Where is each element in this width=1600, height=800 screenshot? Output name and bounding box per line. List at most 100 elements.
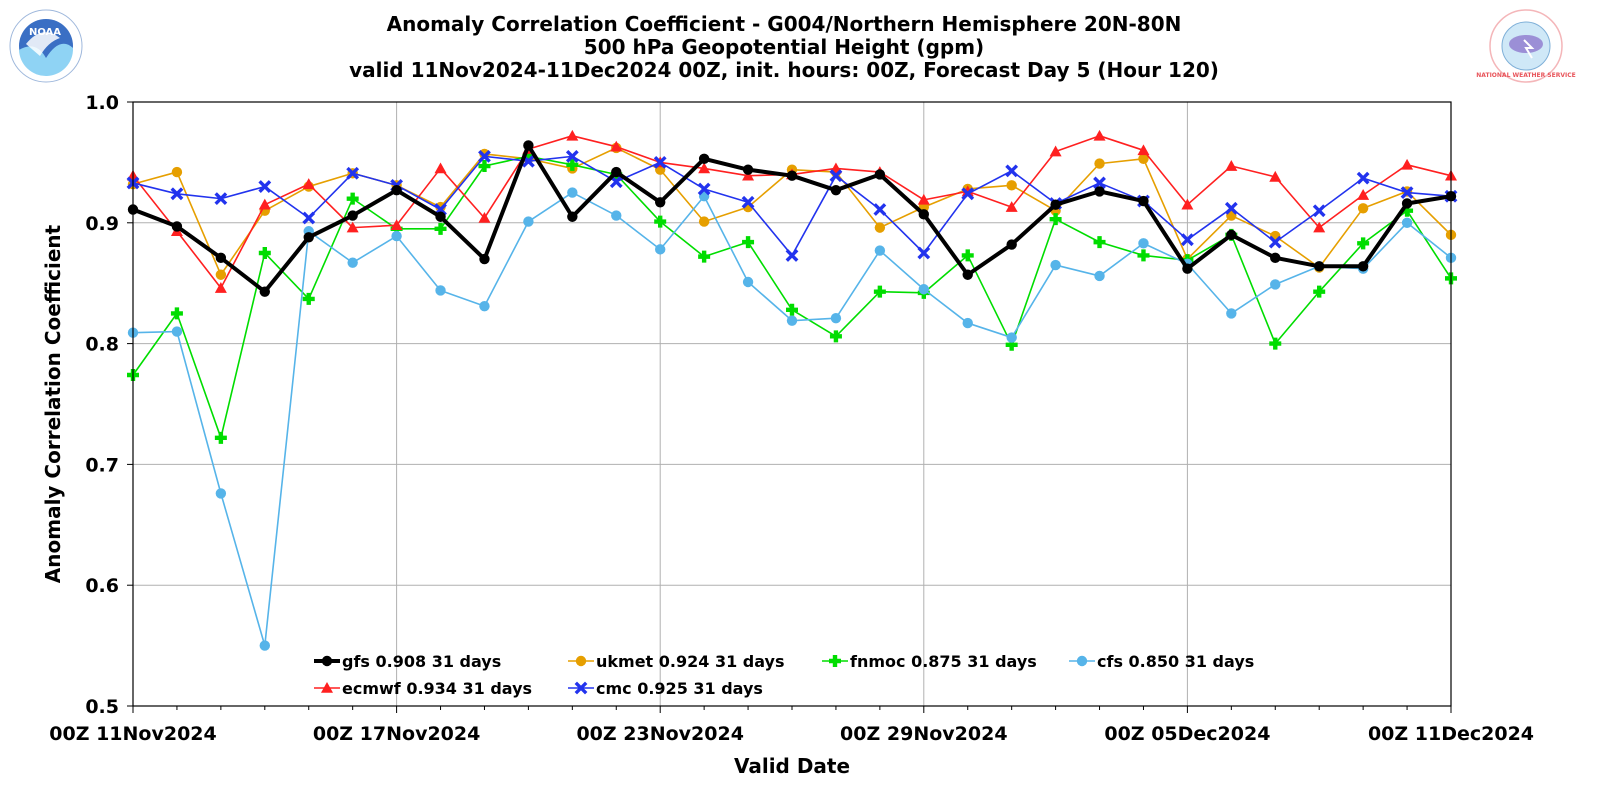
data-point (302, 178, 315, 189)
series-layer (126, 129, 1458, 651)
legend: gfs 0.908 31 days ukmet 0.924 31 days fnmo… (314, 652, 1254, 698)
data-point (1313, 221, 1326, 233)
data-point (1180, 233, 1194, 247)
data-point (962, 269, 973, 280)
data-point (961, 187, 975, 201)
legend-item-cfs: cfs 0.850 31 days (1069, 652, 1254, 671)
data-point (478, 160, 491, 173)
series-ecmwf (127, 129, 1457, 293)
data-point (321, 655, 333, 667)
data-point (785, 249, 799, 262)
data-point (1401, 217, 1413, 228)
x-tick-label: 00Z 11Dec2024 (1368, 723, 1534, 745)
data-point (742, 164, 754, 175)
data-point (918, 209, 929, 220)
data-point (1269, 170, 1282, 182)
data-point (962, 317, 973, 329)
data-point (1269, 337, 1282, 350)
data-point (1356, 171, 1370, 185)
data-point (829, 655, 841, 667)
data-point (566, 129, 579, 141)
data-point (874, 169, 886, 180)
data-point (1005, 164, 1019, 178)
data-point (742, 276, 754, 288)
data-point (1137, 144, 1150, 156)
legend-item-cmc: cmc 0.925 31 days (568, 679, 763, 698)
data-point (435, 201, 446, 213)
legend-label: fnmoc 0.875 31 days (850, 652, 1037, 671)
data-point (302, 211, 316, 225)
data-point (214, 192, 228, 206)
data-point (698, 153, 710, 164)
data-point (434, 222, 447, 235)
legend-label: gfs 0.908 31 days (342, 652, 501, 671)
data-point (1006, 180, 1017, 191)
data-point (391, 230, 402, 242)
data-point (1314, 261, 1325, 272)
data-point (1270, 252, 1281, 264)
data-point (917, 246, 931, 260)
nws-logo-text: NATIONAL WEATHER SERVICE (1476, 72, 1575, 79)
data-point (258, 198, 271, 210)
data-point (259, 640, 270, 651)
data-point (1138, 238, 1149, 249)
data-point (170, 307, 183, 320)
data-point (1137, 249, 1150, 262)
x-tick-label: 00Z 29Nov2024 (840, 723, 1008, 745)
data-point (1357, 203, 1369, 214)
data-point (1094, 270, 1105, 282)
y-ticks: 0.5 0.6 0.7 0.8 0.9 1.0 (85, 92, 133, 718)
data-point (830, 184, 842, 196)
data-point (522, 150, 535, 163)
data-point (346, 166, 360, 180)
data-point (1357, 237, 1370, 250)
data-point (655, 197, 666, 208)
data-point (303, 232, 314, 243)
data-point (435, 211, 446, 222)
data-point (565, 149, 579, 163)
legend-item-gfs: gfs 0.908 31 days (314, 652, 501, 671)
data-point (786, 170, 798, 181)
data-point (1138, 153, 1149, 164)
x-tick-label: 00Z 17Nov2024 (313, 723, 481, 745)
data-point (698, 162, 711, 174)
data-point (698, 216, 710, 227)
y-tick-label: 0.8 (85, 334, 119, 356)
chart-subtitle: 500 hPa Geopotential Height (gpm) (584, 35, 984, 59)
data-point (742, 236, 755, 249)
data-point (654, 215, 667, 228)
data-point (1401, 204, 1414, 217)
series-line-ecmwf (132, 135, 1452, 289)
data-point (1094, 186, 1105, 197)
data-point (1224, 201, 1238, 215)
data-point (258, 247, 271, 259)
x-tick-label: 00Z 23Nov2024 (576, 723, 744, 745)
data-point (655, 244, 666, 255)
chart-title: Anomaly Correlation Coefficient - G004/N… (387, 12, 1182, 36)
data-point (917, 193, 930, 205)
data-point (523, 216, 534, 227)
data-point (171, 221, 183, 232)
data-point (741, 195, 755, 209)
data-point (1006, 332, 1017, 343)
data-point (478, 211, 491, 223)
data-point (523, 140, 534, 151)
series-line-cfs (132, 191, 1452, 647)
data-point (874, 245, 886, 256)
data-point (1401, 198, 1413, 209)
legend-item-fnmoc: fnmoc 0.875 31 days (822, 652, 1037, 671)
grid (132, 101, 1452, 707)
data-point (347, 210, 358, 221)
data-point (1093, 176, 1106, 190)
data-point (214, 431, 227, 444)
data-point (214, 282, 227, 293)
data-point (830, 313, 842, 324)
data-point (611, 166, 622, 178)
data-point (574, 681, 588, 695)
data-point (742, 169, 755, 181)
data-point (1400, 186, 1414, 200)
x-tick-label: 00Z 05Dec2024 (1104, 723, 1270, 745)
data-point (391, 184, 402, 196)
data-point (1401, 158, 1414, 170)
data-point (1226, 308, 1237, 319)
